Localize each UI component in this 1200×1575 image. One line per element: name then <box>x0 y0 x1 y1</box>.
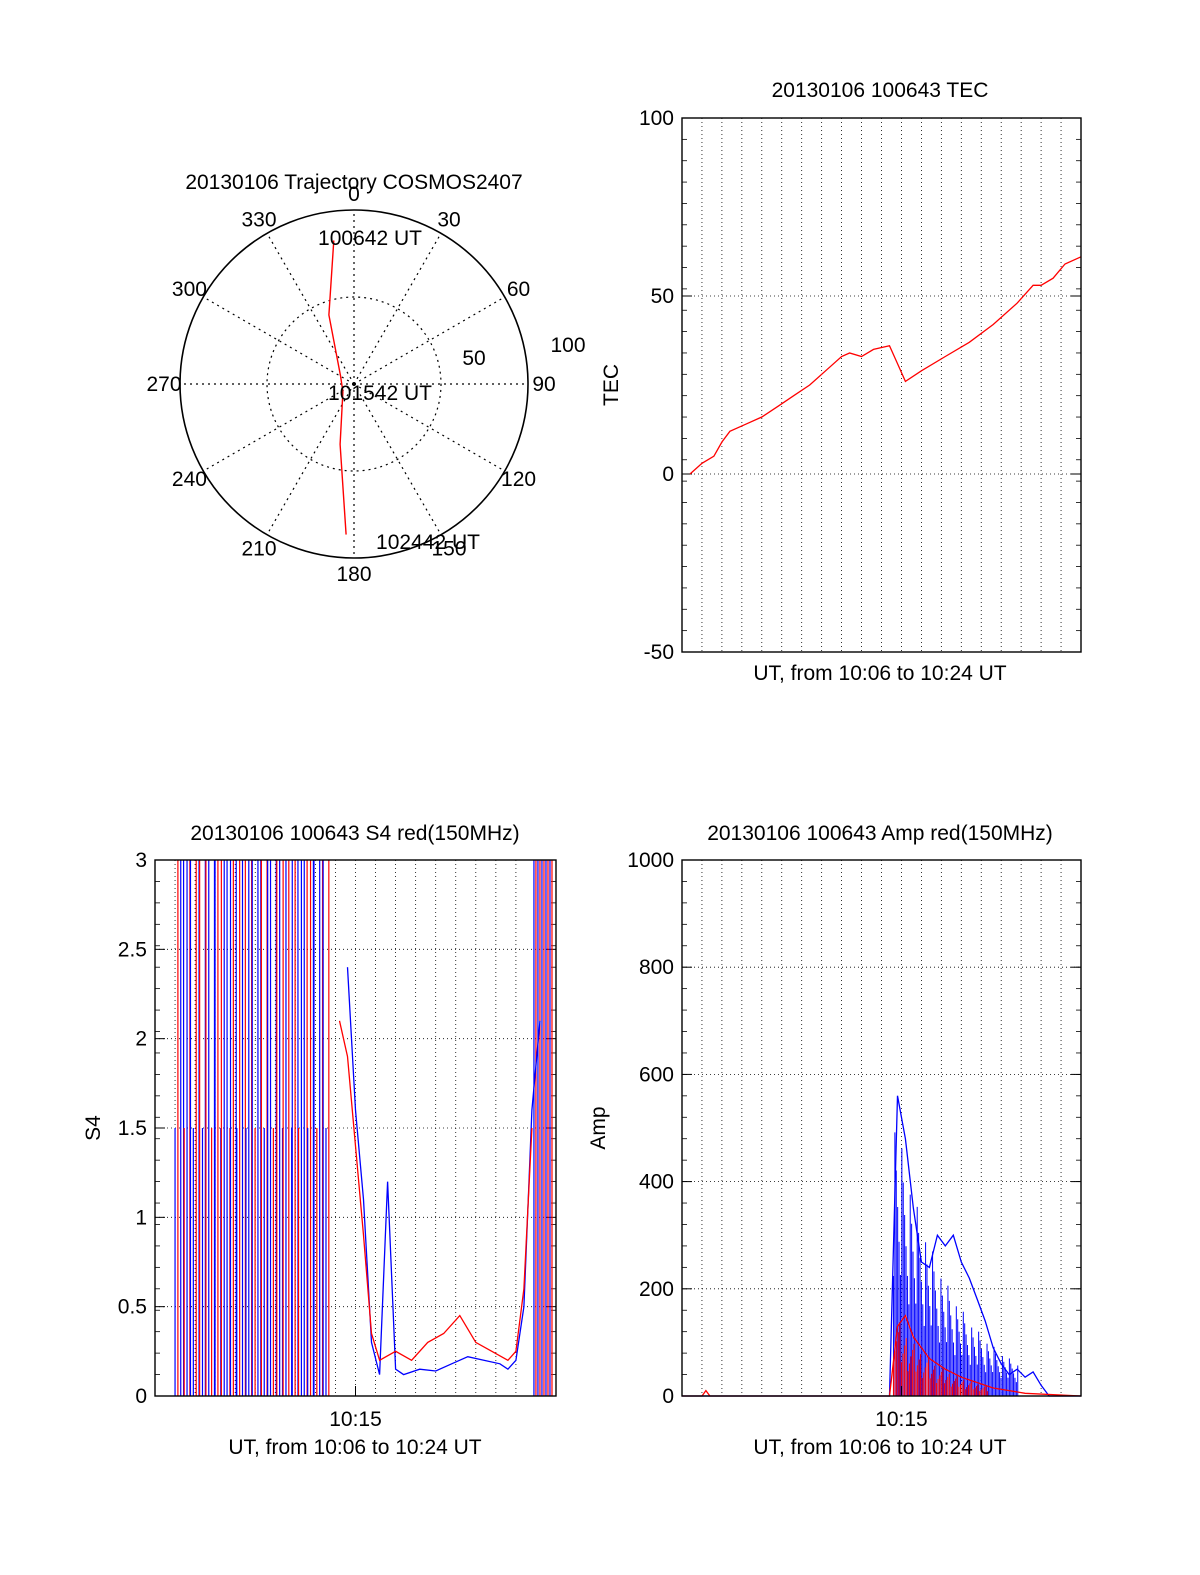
plot-frame <box>681 859 1082 1397</box>
series-line <box>682 1095 1081 1397</box>
y-tick-label: 1 <box>135 1206 147 1229</box>
trajectory-line <box>328 240 347 535</box>
y-tick-label: 0 <box>135 1385 147 1408</box>
y-tick-label: 0.5 <box>118 1296 147 1319</box>
trajectory-time-label: 100642 UT <box>318 227 422 250</box>
polar-title: 20130106 Trajectory COSMOS2407 <box>185 171 522 194</box>
trajectory-time-label: 101542 UT <box>328 382 432 405</box>
x-tick-label: 10:15 <box>329 1408 382 1431</box>
plot-frame <box>681 117 1082 653</box>
polar-azimuth-label: 300 <box>172 278 207 301</box>
s4-ylabel: S4 <box>82 1115 105 1141</box>
y-tick-label: 400 <box>639 1171 674 1194</box>
polar-azimuth-label: 0 <box>348 183 360 206</box>
polar-azimuth-label: 270 <box>146 373 181 396</box>
y-tick-label: 200 <box>639 1278 674 1301</box>
polar-spoke <box>203 296 355 385</box>
polar-spoke <box>353 296 505 385</box>
s4-title: 20130106 100643 S4 red(150MHz) <box>190 822 519 845</box>
polar-azimuth-label: 120 <box>501 468 536 491</box>
s4-xlabel: UT, from 10:06 to 10:24 UT <box>228 1436 481 1459</box>
polar-spoke <box>353 233 442 385</box>
series-line <box>689 256 1082 475</box>
y-tick-label: 1000 <box>627 849 674 872</box>
polar-outer-circle <box>179 209 529 559</box>
polar-azimuth-label: 330 <box>241 208 276 231</box>
polar-azimuth-label: 240 <box>172 468 207 491</box>
polar-azimuth-label: 60 <box>507 278 530 301</box>
polar-azimuth-label: 30 <box>437 208 460 231</box>
tec-panel: 20130106 100643 TEC UT, from 10:06 to 10… <box>600 79 1082 685</box>
tec-xlabel: UT, from 10:06 to 10:24 UT <box>753 662 1006 685</box>
polar-azimuth-label: 90 <box>532 373 555 396</box>
trajectory-time-label: 102442 UT <box>376 531 480 554</box>
series-line <box>682 1314 1082 1397</box>
polar-azimuth-label: 180 <box>336 563 371 586</box>
plot-frame <box>154 859 557 1397</box>
tec-title: 20130106 100643 TEC <box>772 79 989 102</box>
y-tick-label: 100 <box>639 107 674 130</box>
y-tick-label: 2 <box>135 1028 147 1051</box>
s4-panel: 20130106 100643 S4 red(150MHz) UT, from … <box>82 822 557 1459</box>
polar-radial-label: 100 <box>550 334 585 357</box>
polar-spoke <box>203 383 355 472</box>
y-tick-label: 800 <box>639 956 674 979</box>
y-tick-label: 1.5 <box>118 1117 147 1140</box>
trajectory-polar-panel: 20130106 Trajectory COSMOS2407 0 30 60 90 12… <box>146 171 585 586</box>
polar-azimuth-label: 150 <box>431 538 466 561</box>
amp-panel: 20130106 100643 Amp red(150MHz) UT, from… <box>587 822 1082 1459</box>
amp-ylabel: Amp <box>587 1106 610 1149</box>
y-tick-label: 50 <box>651 285 674 308</box>
polar-azimuth-label: 210 <box>241 538 276 561</box>
polar-spoke <box>266 233 355 385</box>
polar-spoke <box>353 383 442 535</box>
polar-spoke <box>266 383 355 535</box>
polar-spoke <box>353 383 505 472</box>
y-tick-label: 0 <box>662 463 674 486</box>
series-line <box>338 1020 533 1362</box>
amp-title: 20130106 100643 Amp red(150MHz) <box>707 822 1053 845</box>
polar-inner-circle <box>266 296 442 472</box>
y-tick-label: 0 <box>662 1385 674 1408</box>
tec-ylabel: TEC <box>600 364 623 406</box>
series-line <box>346 967 541 1376</box>
polar-radial-label: 50 <box>462 347 485 370</box>
x-tick-label: 10:15 <box>875 1408 928 1431</box>
amp-xlabel: UT, from 10:06 to 10:24 UT <box>753 1436 1006 1459</box>
y-tick-label: 600 <box>639 1063 674 1086</box>
y-tick-label: -50 <box>644 641 674 664</box>
y-tick-label: 3 <box>135 849 147 872</box>
y-tick-label: 2.5 <box>118 938 147 961</box>
